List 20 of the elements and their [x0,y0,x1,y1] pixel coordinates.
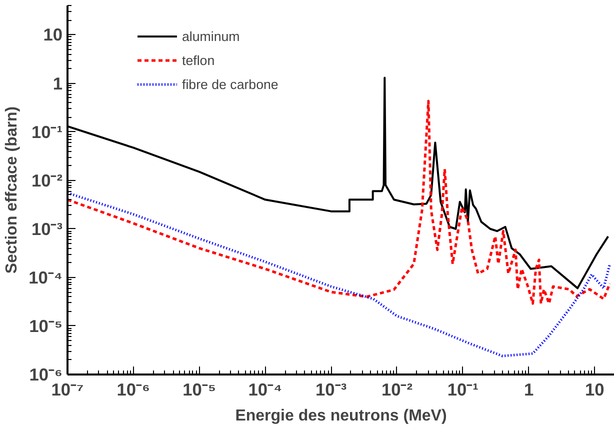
legend-label: fibre de carbone [182,76,278,92]
legend-label: aluminum [182,28,240,44]
y-tick-label: 1 [52,73,63,94]
y-tick-label: 10 [43,24,63,45]
x-tick-label: 10⁻⁶ [116,380,150,400]
y-tick-label: 10⁻⁴ [28,267,63,288]
y-tick-label: 10⁻³ [31,218,63,239]
x-tick-label: 10⁻³ [316,380,347,400]
y-tick-label: 10⁻¹ [31,122,63,142]
x-axis-title: Energie des neutrons (MeV) [235,408,447,424]
x-tick-label: 1 [524,380,534,400]
y-axis-title: Section effcace (barn) [4,106,21,274]
x-tick-label: 10⁻¹ [447,380,479,400]
x-tick-label: 10⁻⁵ [182,380,216,400]
y-tick-label: 10⁻² [31,170,63,190]
legend-label: teflon [182,52,215,68]
y-tick-label: 10⁻⁵ [29,316,63,336]
x-tick-label: 10 [585,380,604,400]
x-tick-label: 10⁻⁴ [248,380,282,400]
x-tick-label: 10⁻² [381,380,413,400]
